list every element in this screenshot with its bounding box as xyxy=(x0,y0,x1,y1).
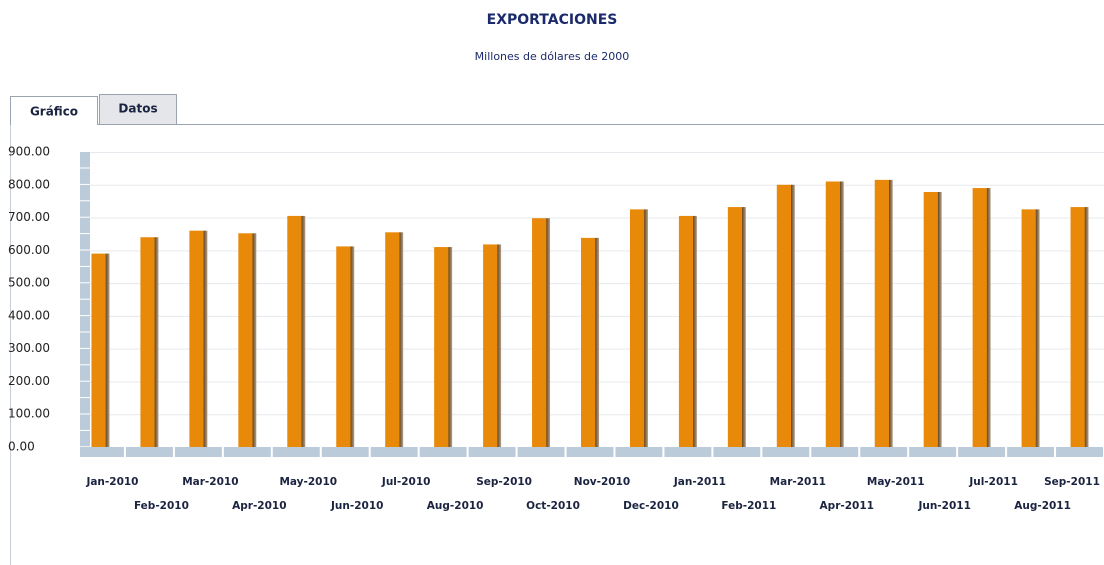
x-tick-label: Oct-2010 xyxy=(526,500,580,512)
bar xyxy=(825,181,844,447)
bar xyxy=(532,218,551,447)
x-tick-label: Jun-2011 xyxy=(917,500,970,512)
x-tick-label: Dec-2010 xyxy=(623,500,679,512)
y-tick-label: 0.00 xyxy=(8,440,35,454)
x-tick-label: Feb-2011 xyxy=(721,500,776,512)
x-tick-label: Sep-2010 xyxy=(476,476,532,488)
bar xyxy=(629,209,648,447)
bar xyxy=(776,184,795,447)
bar xyxy=(874,179,893,447)
bar xyxy=(189,230,208,447)
axis-floor xyxy=(80,447,1104,457)
bar xyxy=(581,237,599,447)
bar xyxy=(678,215,697,447)
bar xyxy=(727,207,746,447)
x-tick-label: Mar-2011 xyxy=(770,476,826,488)
tab-label[interactable]: Gráfico xyxy=(30,105,78,119)
chart-subtitle: Millones de dólares de 2000 xyxy=(475,50,630,63)
bar xyxy=(434,247,453,447)
x-tick-label: May-2010 xyxy=(279,476,337,488)
bar xyxy=(287,215,306,447)
bar xyxy=(238,233,257,447)
bar xyxy=(140,237,159,447)
x-tick-label: Jan-2010 xyxy=(85,476,138,488)
x-tick-label: Feb-2010 xyxy=(134,500,189,512)
y-tick-label: 700.00 xyxy=(8,210,50,224)
y-tick-label: 600.00 xyxy=(8,243,50,257)
bar xyxy=(923,191,942,447)
x-tick-label: Jan-2011 xyxy=(673,476,726,488)
y-tick-label: 100.00 xyxy=(8,407,50,421)
x-tick-label: May-2011 xyxy=(867,476,925,488)
tab[interactable] xyxy=(99,94,177,125)
x-tick-label: Jul-2011 xyxy=(968,476,1018,488)
tab-active[interactable] xyxy=(10,96,98,126)
x-tick-label: Nov-2010 xyxy=(574,476,630,488)
x-tick-label: Aug-2010 xyxy=(427,500,484,512)
y-tick-label: 500.00 xyxy=(8,276,50,290)
chart-title: EXPORTACIONES xyxy=(487,12,618,28)
x-tick-label: Aug-2011 xyxy=(1014,500,1071,512)
bar xyxy=(1070,207,1089,447)
y-tick-label: 200.00 xyxy=(8,374,50,388)
y-tick-label: 400.00 xyxy=(8,308,50,322)
y-tick-label: 300.00 xyxy=(8,341,50,355)
bar xyxy=(385,232,404,447)
y-tick-label: 800.00 xyxy=(8,177,50,191)
x-tick-label: Sep-2011 xyxy=(1044,476,1100,488)
x-tick-label: Jul-2010 xyxy=(381,476,431,488)
y-tick-label: 900.00 xyxy=(8,145,50,159)
x-tick-label: Apr-2010 xyxy=(232,500,286,512)
x-tick-label: Apr-2011 xyxy=(820,500,874,512)
bar xyxy=(336,246,355,447)
bar xyxy=(972,188,991,448)
x-tick-label: Jun-2010 xyxy=(330,500,383,512)
tab-label[interactable]: Datos xyxy=(118,102,157,116)
bar xyxy=(483,244,502,447)
x-tick-label: Mar-2010 xyxy=(182,476,238,488)
bar xyxy=(1021,209,1040,447)
bar xyxy=(91,253,110,447)
